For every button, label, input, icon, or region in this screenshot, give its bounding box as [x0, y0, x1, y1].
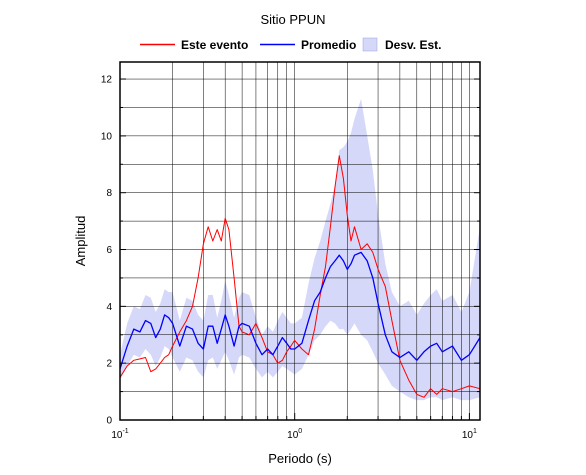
std-band-layer [120, 98, 480, 401]
legend-mean-label: Promedio [301, 38, 356, 52]
y-tick-label: 4 [106, 302, 112, 313]
grid [119, 62, 480, 421]
legend-std-swatch [362, 37, 378, 52]
series-layer [119, 155, 481, 398]
y-tick-label: 12 [101, 75, 113, 86]
x-axis-label: Periodo (s) [268, 451, 332, 466]
chart-title: Sitio PPUN [260, 12, 325, 27]
series-mean-line [119, 251, 481, 370]
tick-labels: 0 2 4 6 8 10 12 10-1 100 101 [101, 75, 477, 441]
y-tick-label: 2 [106, 359, 112, 370]
y-tick-label: 10 [101, 131, 113, 142]
x-tick-label: 100 [287, 428, 302, 441]
legend-std-label: Desv. Est. [385, 38, 441, 52]
y-tick-label: 6 [106, 245, 112, 256]
axis-ticks [119, 78, 480, 421]
legend: Este evento Promedio Desv. Est. [140, 37, 441, 52]
y-tick-label: 0 [106, 416, 112, 427]
std-band [120, 98, 480, 401]
x-tick-label: 10-1 [111, 428, 128, 441]
legend-event-label: Este evento [181, 38, 248, 52]
series-event-line [119, 155, 481, 398]
plot-frame [119, 61, 481, 421]
y-axis-label: Amplitud [73, 216, 88, 267]
x-tick-label: 101 [462, 428, 477, 441]
y-tick-label: 8 [106, 188, 112, 199]
